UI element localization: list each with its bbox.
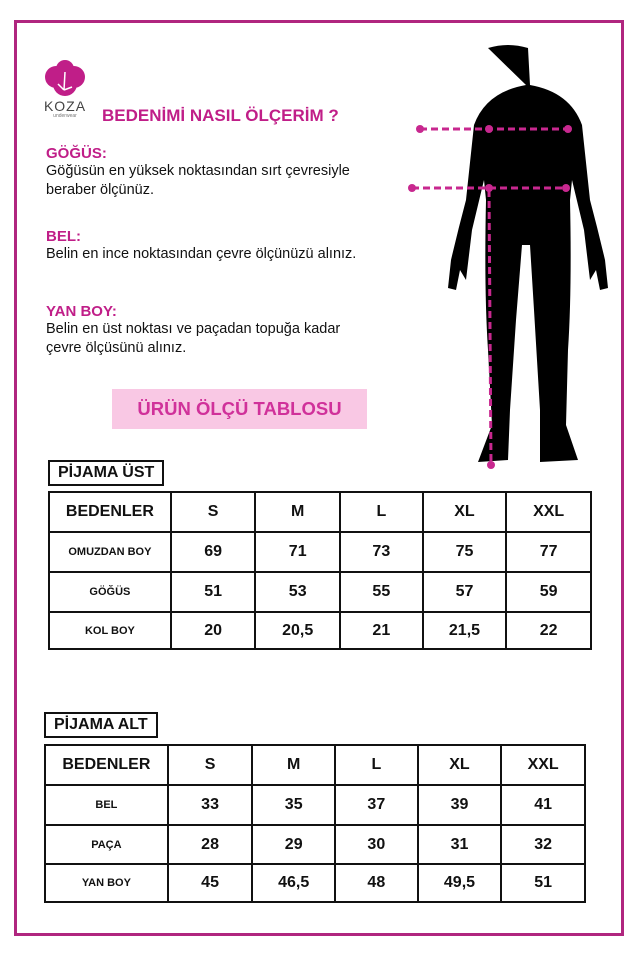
brand-name: KOZA bbox=[43, 98, 87, 114]
header-cell: L bbox=[339, 491, 424, 533]
header-cell: XL bbox=[421, 491, 508, 533]
table-cell: 73 bbox=[339, 531, 424, 573]
header-cell: XXL bbox=[500, 744, 586, 786]
brand-logo: KOZA underwear bbox=[42, 60, 88, 119]
header-cell: XXL bbox=[505, 491, 592, 533]
table-cell: 32 bbox=[500, 824, 586, 865]
table-header-row: BEDENLER S M L XL XXL bbox=[48, 491, 592, 533]
table-label-bottom: PİJAMA ALT bbox=[44, 712, 158, 738]
table-cell: 20,5 bbox=[254, 611, 342, 650]
table-row: YAN BOY 45 46,5 48 49,5 51 bbox=[44, 863, 586, 903]
header-cell: S bbox=[169, 491, 257, 533]
brand-tagline: underwear bbox=[53, 113, 77, 119]
header-cell: M bbox=[251, 744, 337, 786]
page-title: BEDENİMİ NASIL ÖLÇERİM ? bbox=[102, 106, 339, 125]
header-cell: S bbox=[166, 744, 254, 786]
header-cell: XL bbox=[416, 744, 503, 786]
size-table-title: ÜRÜN ÖLÇÜ TABLOSU bbox=[112, 389, 367, 429]
table-row: KOL BOY 20 20,5 21 21,5 22 bbox=[48, 611, 592, 650]
table-cell: 69 bbox=[169, 531, 257, 573]
table-cell: 48 bbox=[334, 863, 419, 903]
row-label: BEL bbox=[44, 784, 169, 826]
section-heading: YAN BOY: bbox=[46, 303, 117, 320]
header-cell: BEDENLER bbox=[44, 744, 169, 786]
header-cell: M bbox=[254, 491, 342, 533]
table-row: PAÇA 28 29 30 31 32 bbox=[44, 824, 586, 865]
table-header-row: BEDENLER S M L XL XXL bbox=[44, 744, 586, 786]
row-label: OMUZDAN BOY bbox=[48, 531, 172, 573]
table-cell: 30 bbox=[334, 824, 419, 865]
table-cell: 41 bbox=[500, 784, 586, 826]
table-cell: 53 bbox=[254, 571, 342, 613]
table-cell: 39 bbox=[416, 784, 503, 826]
row-label: YAN BOY bbox=[44, 863, 169, 903]
section-chest: GÖĞÜS: Göğüsün en yüksek noktasından sır… bbox=[46, 145, 386, 200]
section-side-length: YAN BOY: Belin en üst noktası ve paçadan… bbox=[46, 303, 376, 358]
page-frame bbox=[14, 20, 624, 936]
section-text: Belin en üst noktası ve paçadan topuğa k… bbox=[46, 321, 341, 356]
koza-logo-icon bbox=[45, 60, 85, 96]
table-cell: 21,5 bbox=[421, 611, 508, 650]
size-table-top: BEDENLER S M L XL XXL OMUZDAN BOY 69 71 … bbox=[48, 491, 592, 650]
header-cell: BEDENLER bbox=[48, 491, 172, 533]
table-cell: 49,5 bbox=[416, 863, 503, 903]
row-label: PAÇA bbox=[44, 824, 169, 865]
table-cell: 59 bbox=[505, 571, 592, 613]
table-cell: 57 bbox=[421, 571, 508, 613]
table-cell: 35 bbox=[251, 784, 337, 826]
row-label: KOL BOY bbox=[48, 611, 172, 650]
table-cell: 77 bbox=[505, 531, 592, 573]
table-cell: 31 bbox=[416, 824, 503, 865]
table-cell: 51 bbox=[500, 863, 586, 903]
table-cell: 55 bbox=[339, 571, 424, 613]
table-cell: 29 bbox=[251, 824, 337, 865]
table-cell: 71 bbox=[254, 531, 342, 573]
section-heading: GÖĞÜS: bbox=[46, 145, 107, 162]
section-text: Göğüsün en yüksek noktasından sırt çevre… bbox=[46, 163, 350, 198]
body-measurement-figure bbox=[408, 45, 608, 469]
table-row: OMUZDAN BOY 69 71 73 75 77 bbox=[48, 531, 592, 573]
table-row: GÖĞÜS 51 53 55 57 59 bbox=[48, 571, 592, 613]
table-cell: 22 bbox=[505, 611, 592, 650]
table-cell: 28 bbox=[166, 824, 254, 865]
header-cell: L bbox=[334, 744, 419, 786]
table-row: BEL 33 35 37 39 41 bbox=[44, 784, 586, 826]
table-cell: 33 bbox=[166, 784, 254, 826]
table-cell: 21 bbox=[339, 611, 424, 650]
row-label: GÖĞÜS bbox=[48, 571, 172, 613]
table-cell: 51 bbox=[169, 571, 257, 613]
table-cell: 20 bbox=[169, 611, 257, 650]
table-label-top: PİJAMA ÜST bbox=[48, 460, 165, 486]
section-heading: BEL: bbox=[46, 228, 81, 245]
table-cell: 75 bbox=[421, 531, 508, 573]
table-cell: 45 bbox=[166, 863, 254, 903]
table-cell: 37 bbox=[334, 784, 419, 826]
section-text: Belin en ince noktasından çevre ölçünüzü… bbox=[46, 246, 357, 262]
table-cell: 46,5 bbox=[251, 863, 337, 903]
size-table-bottom: BEDENLER S M L XL XXL BEL 33 35 37 39 41… bbox=[44, 744, 586, 903]
section-waist: BEL: Belin en ince noktasından çevre ölç… bbox=[46, 228, 406, 264]
